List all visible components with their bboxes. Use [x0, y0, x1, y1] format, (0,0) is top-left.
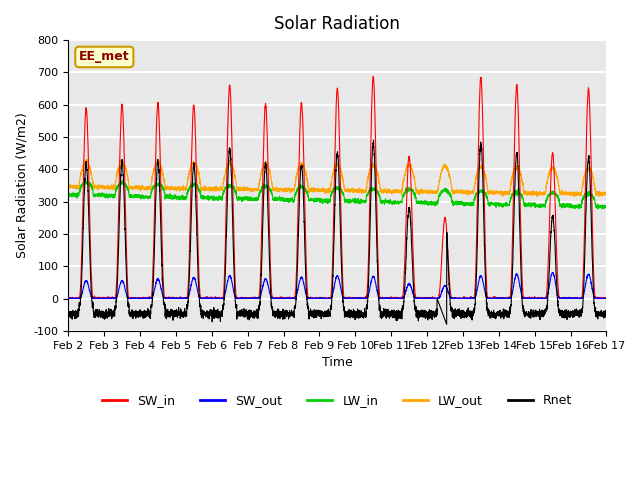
Y-axis label: Solar Radiation (W/m2): Solar Radiation (W/m2) — [15, 113, 28, 258]
Legend: SW_in, SW_out, LW_in, LW_out, Rnet: SW_in, SW_out, LW_in, LW_out, Rnet — [97, 389, 577, 412]
Text: EE_met: EE_met — [79, 50, 130, 63]
X-axis label: Time: Time — [322, 356, 353, 369]
Title: Solar Radiation: Solar Radiation — [275, 15, 400, 33]
